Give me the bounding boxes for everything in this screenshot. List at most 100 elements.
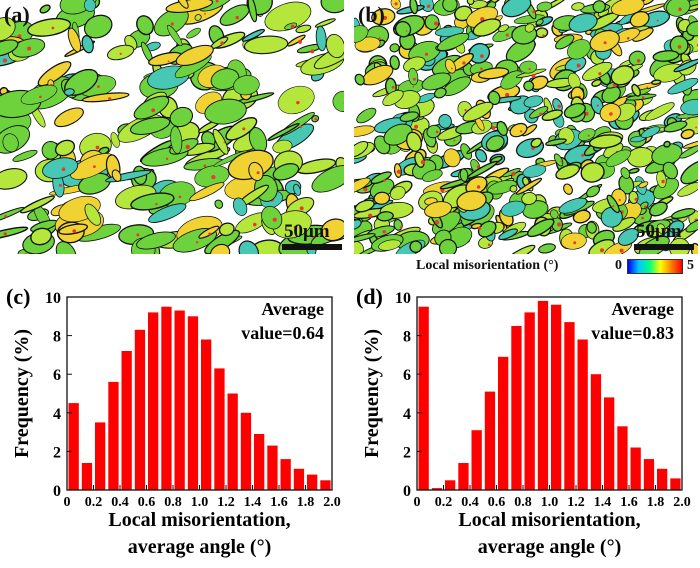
grain	[218, 222, 235, 237]
grain	[553, 153, 564, 167]
grain	[662, 161, 678, 180]
high-misorientation-spot	[211, 175, 216, 180]
grain	[677, 182, 698, 197]
x-tick-label: 1.6	[270, 495, 288, 510]
grain	[409, 240, 423, 253]
bar	[307, 474, 318, 490]
bar	[657, 468, 668, 490]
grain	[505, 244, 536, 254]
x-axis-label-line: average angle (°)	[478, 536, 622, 558]
bar	[161, 306, 172, 490]
grain	[555, 164, 580, 180]
grain	[498, 228, 518, 240]
x-tick-label: 1.0	[191, 495, 209, 510]
high-misorientation-spot	[661, 179, 665, 184]
bar	[240, 412, 252, 490]
grain	[325, 33, 344, 59]
high-misorientation-spot	[155, 202, 158, 206]
high-misorientation-spot	[299, 125, 302, 129]
x-axis-label-line: Local misorientation,	[458, 509, 640, 531]
high-misorientation-spot	[368, 213, 373, 218]
y-tick-label: 2	[53, 444, 61, 461]
high-misorientation-spot	[464, 109, 467, 112]
x-tick-label: 1.4	[244, 495, 262, 510]
x-tick-label: 1.4	[594, 495, 612, 510]
high-misorientation-spot	[480, 17, 485, 22]
y-axis: 0 2 4 6 8 10	[395, 290, 422, 500]
grain	[586, 185, 600, 198]
high-misorientation-spot	[539, 112, 543, 116]
grain	[628, 167, 640, 174]
grain	[545, 138, 567, 147]
y-tick-label: 0	[403, 483, 411, 500]
grain	[563, 183, 573, 195]
grain	[606, 194, 620, 214]
high-misorientation-spot	[253, 222, 257, 227]
colorbar-gradient	[627, 259, 683, 274]
grain	[148, 203, 187, 223]
high-misorientation-spot	[296, 100, 300, 105]
bar	[524, 312, 535, 490]
high-misorientation-spot	[434, 220, 440, 225]
grain	[293, 183, 302, 196]
high-misorientation-spot	[505, 33, 509, 37]
bar	[537, 300, 549, 490]
grain	[194, 14, 202, 21]
bar	[511, 326, 522, 490]
grain	[589, 30, 620, 53]
high-misorientation-spot	[532, 10, 536, 14]
grain	[136, 15, 154, 36]
grain	[523, 95, 544, 108]
grain	[373, 191, 391, 205]
grain	[399, 111, 419, 123]
grain	[519, 60, 538, 74]
grain	[649, 201, 668, 217]
grain	[81, 35, 94, 54]
high-misorientation-spot	[634, 197, 638, 201]
high-misorientation-spot	[363, 187, 368, 192]
high-misorientation-spot	[136, 233, 140, 237]
grain	[617, 228, 639, 246]
grain	[439, 178, 471, 190]
x-tick-label: 2.0	[673, 495, 691, 510]
high-misorientation-spot	[678, 7, 682, 12]
grain	[498, 24, 509, 33]
x-tick-label: 0.4	[461, 495, 479, 510]
grain	[403, 56, 426, 73]
high-misorientation-spot	[220, 41, 224, 45]
high-misorientation-spot	[609, 112, 613, 116]
high-misorientation-spot	[426, 4, 431, 8]
grain	[12, 149, 38, 162]
high-misorientation-spot	[208, 232, 212, 236]
high-misorientation-spot	[560, 160, 563, 163]
grain	[424, 201, 453, 219]
grain	[354, 177, 371, 195]
x-tick-label: 0.4	[111, 495, 129, 510]
grain	[522, 164, 547, 178]
high-misorientation-spot	[39, 95, 42, 99]
bar	[68, 403, 79, 490]
y-tick-label: 4	[403, 406, 411, 423]
grain	[133, 95, 170, 120]
grain	[0, 39, 19, 57]
grain	[136, 231, 176, 250]
grain	[631, 83, 641, 97]
grain	[679, 145, 698, 159]
grain	[501, 0, 532, 18]
high-misorientation-spot	[641, 216, 644, 220]
grain	[685, 218, 698, 233]
high-misorientation-spot	[203, 164, 207, 168]
panel-label-a: (a)	[4, 2, 30, 27]
x-tick-label: 0.2	[435, 495, 453, 510]
grain	[111, 169, 122, 182]
colorbar-max-label: 5	[687, 258, 694, 273]
high-misorientation-spot	[165, 157, 169, 160]
grain	[58, 223, 89, 235]
grain	[83, 14, 113, 39]
grain	[272, 163, 300, 181]
grain	[438, 113, 452, 129]
grain	[214, 199, 224, 209]
bar	[267, 445, 278, 490]
average-annotation-line: Average	[261, 299, 324, 319]
y-tick-label: 2	[403, 444, 411, 461]
